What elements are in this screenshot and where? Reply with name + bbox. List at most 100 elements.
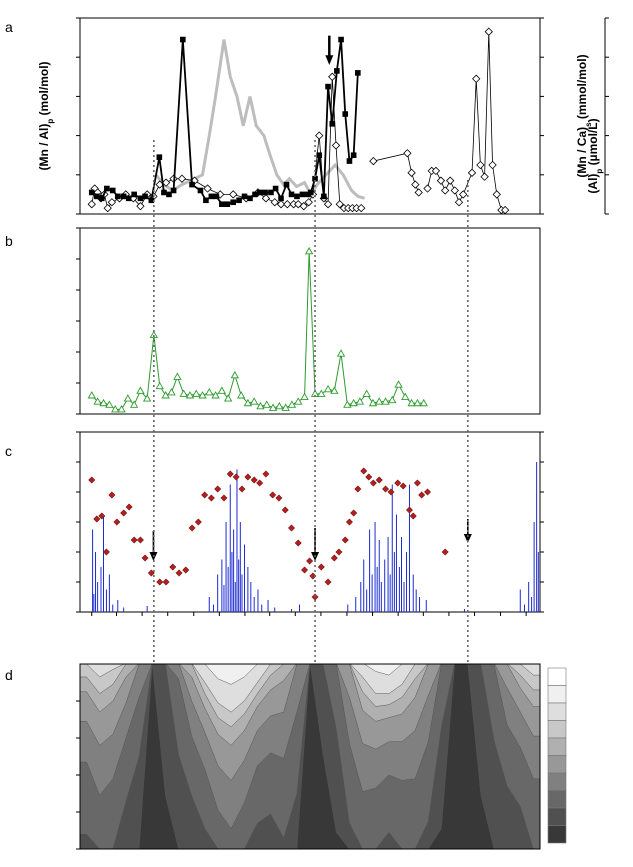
square-marker	[338, 36, 344, 43]
temperature-marker	[306, 557, 314, 565]
chlorophyll-marker	[173, 372, 182, 380]
temperature-marker	[120, 509, 128, 517]
temperature-marker	[294, 539, 302, 547]
temperature-marker	[275, 494, 283, 502]
square-marker	[252, 191, 258, 198]
diamond-marker	[423, 184, 432, 193]
diamond-marker	[454, 198, 464, 207]
diamond-marker	[107, 198, 117, 207]
square-marker	[213, 193, 220, 200]
label-part: (Mn / Al)	[37, 124, 51, 171]
diamond-marker	[467, 168, 477, 178]
temperature-marker	[98, 512, 106, 520]
square-marker	[120, 193, 127, 200]
chlorophyll-marker	[236, 391, 246, 399]
square-marker	[156, 154, 163, 160]
chlorophyll-marker	[167, 387, 176, 396]
diamond-marker	[403, 149, 412, 158]
chlorophyll-marker	[111, 405, 120, 413]
panel-a-axes: (Mn / Al)p (mol/mol)(Mn / Ca)s (mmol/mol…	[37, 17, 609, 215]
contour-band	[80, 664, 540, 746]
diamond-marker	[414, 188, 423, 197]
chlorophyll-marker	[230, 370, 240, 379]
temperature-marker	[220, 494, 228, 502]
temperature-marker	[207, 494, 215, 502]
temperature-marker	[93, 515, 101, 523]
square-marker	[203, 197, 209, 204]
chlorophyll-marker	[330, 386, 339, 394]
temperature-marker	[441, 548, 449, 556]
diamond-marker	[276, 200, 286, 209]
temperature-marker	[244, 473, 252, 481]
temperature-marker	[381, 485, 390, 493]
temperature-marker	[365, 473, 373, 481]
temperature-marker	[330, 554, 338, 562]
square-marker	[329, 121, 336, 127]
temperature-marker	[387, 488, 395, 496]
chlorophyll-marker	[388, 395, 397, 404]
mn-al-series-line	[91, 39, 359, 206]
plot-frame	[79, 663, 541, 850]
chlorophyll-marker	[217, 386, 227, 394]
chlorophyll-marker	[343, 400, 352, 408]
square-marker	[350, 152, 357, 158]
panel-letter-d: d	[5, 667, 13, 683]
temperature-marker	[156, 578, 164, 586]
panel-d	[76, 663, 567, 850]
temperature-marker	[113, 518, 121, 526]
square-marker	[283, 181, 290, 188]
square-marker	[308, 189, 314, 196]
square-marker	[180, 36, 186, 43]
chlorophyll-marker	[179, 389, 188, 397]
square-marker	[316, 152, 323, 158]
temperature-marker	[162, 578, 170, 586]
chlorophyll-marker	[129, 400, 139, 408]
chlorophyll-marker	[136, 386, 145, 394]
diamond-marker	[229, 190, 238, 199]
square-marker	[99, 195, 105, 202]
square-marker	[268, 189, 274, 196]
temperature-marker	[88, 476, 96, 484]
square-marker	[170, 187, 177, 194]
chlorophyll-marker	[336, 349, 346, 357]
colorbar-swatch	[547, 737, 567, 756]
diamond-marker	[304, 198, 313, 207]
diamond-marker	[411, 180, 420, 189]
colorbar-swatch	[547, 720, 567, 739]
chlorophyll-marker	[287, 400, 297, 408]
label-part: (Al)	[586, 174, 600, 194]
diamond-marker	[446, 176, 455, 185]
square-marker	[104, 185, 110, 192]
arrow-head	[463, 534, 472, 543]
chlorophyll-marker	[205, 387, 214, 396]
temperature-marker	[214, 485, 222, 493]
square-marker	[299, 191, 306, 198]
square-marker	[346, 158, 353, 164]
temperature-marker	[399, 482, 407, 490]
temperature-marker	[194, 518, 202, 526]
square-marker	[189, 181, 195, 188]
label-part: (mol/mol)	[37, 61, 51, 118]
temperature-marker	[369, 479, 377, 487]
temperature-marker	[102, 548, 110, 556]
chlorophyll-marker	[223, 394, 233, 402]
chlorophyll-marker	[394, 380, 403, 388]
diamond-marker	[407, 168, 416, 178]
temperature-marker	[375, 476, 383, 484]
plot-frame	[79, 431, 541, 613]
diamond-marker	[177, 174, 187, 183]
temperature-marker	[262, 470, 270, 478]
square-marker	[219, 201, 225, 207]
temperature-marker	[141, 554, 149, 562]
temperature-marker	[423, 488, 432, 496]
panel-d-axes	[76, 663, 567, 850]
temperature-marker	[136, 536, 144, 544]
square-marker	[247, 195, 253, 202]
square-marker	[208, 193, 215, 200]
panel-a: (Mn / Al)p (mol/mol)(Mn / Ca)s (mmol/mol…	[37, 17, 609, 215]
panel-b	[76, 227, 541, 415]
label-part: (mmol/mol)	[575, 54, 589, 122]
colorbar-swatch	[547, 825, 567, 844]
temperature-marker	[413, 479, 421, 487]
